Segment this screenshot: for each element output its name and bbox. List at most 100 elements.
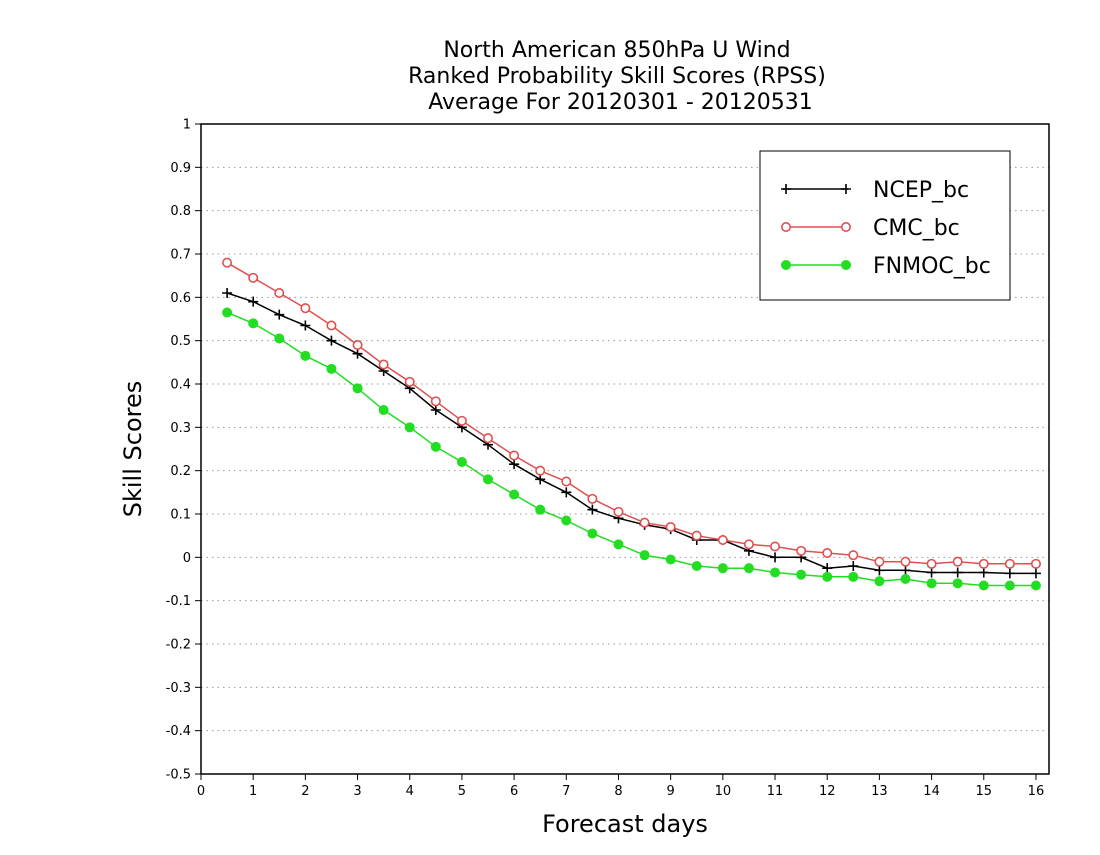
x-tick-label: 14: [923, 784, 940, 799]
x-tick-label: 7: [562, 784, 570, 799]
x-tick-label: 5: [458, 784, 466, 799]
data-point-cmc-bc: [326, 320, 337, 331]
y-tick-label: -0.1: [166, 594, 191, 609]
data-point-ncep-bc: [1030, 568, 1041, 579]
data-point-cmc-bc: [613, 506, 624, 517]
data-point-fnmoc-bc: [639, 550, 650, 561]
data-point-ncep-bc: [535, 474, 546, 485]
data-point-fnmoc-bc: [509, 489, 520, 500]
legend-marker: [780, 222, 791, 233]
data-point-fnmoc-bc: [222, 307, 233, 318]
chart-title-line-1: North American 850hPa U Wind: [443, 38, 790, 63]
data-point-fnmoc-bc: [874, 576, 885, 587]
y-tick-label: -0.3: [166, 681, 191, 696]
data-point-cmc-bc: [274, 287, 285, 298]
x-tick-label: 9: [667, 784, 675, 799]
data-point-cmc-bc: [717, 534, 728, 545]
y-tick-label: 0.1: [170, 508, 191, 523]
x-tick-label: 3: [353, 784, 361, 799]
data-point-cmc-bc: [743, 539, 754, 550]
data-point-fnmoc-bc: [952, 578, 963, 589]
series-fnmoc-bc: [222, 307, 1041, 591]
data-point-fnmoc-bc: [483, 474, 494, 485]
legend-label-fnmoc-bc: FNMOC_bc: [873, 254, 991, 279]
legend-box: [759, 150, 1011, 301]
x-axis-title: Forecast days: [542, 810, 708, 838]
data-point-ncep-bc: [1004, 568, 1015, 579]
data-point-ncep-bc: [430, 405, 441, 415]
y-tick-label: 0.8: [170, 204, 191, 219]
data-point-fnmoc-bc: [848, 571, 859, 582]
data-point-fnmoc-bc: [717, 563, 728, 574]
data-point-cmc-bc: [848, 550, 859, 561]
series-line-ncep-bc: [226, 292, 1036, 575]
legend-marker: [781, 260, 791, 270]
data-point-fnmoc-bc: [822, 571, 833, 582]
data-point-cmc-bc: [1030, 558, 1041, 569]
y-tick-label: -0.5: [166, 768, 191, 783]
data-point-fnmoc-bc: [352, 383, 363, 394]
chart-title: North American 850hPa U Wind Ranked Prob…: [408, 38, 826, 115]
data-point-ncep-bc: [248, 296, 259, 307]
data-point-fnmoc-bc: [430, 441, 441, 452]
data-point-cmc-bc: [352, 339, 363, 350]
series-cmc-bc: [222, 257, 1041, 569]
data-point-cmc-bc: [874, 556, 885, 567]
data-point-fnmoc-bc: [796, 569, 807, 580]
data-point-ncep-bc: [978, 567, 989, 578]
x-axis-ticks: 0 1 2 3 4 5 6 7 8 9 10 11 12 13 14 15 16: [197, 774, 1044, 799]
data-point-cmc-bc: [978, 558, 989, 569]
data-point-cmc-bc: [900, 556, 911, 567]
y-axis-ticks: -0.5 -0.4 -0.3 -0.2 -0.1 0 0.1 0.2 0.3 0.4 0.5 0.6 0…: [166, 118, 201, 783]
data-point-fnmoc-bc: [248, 318, 259, 329]
data-point-ncep-bc: [952, 567, 963, 578]
chart-title-line-2: Ranked Probability Skill Scores (RPSS): [408, 64, 826, 89]
data-point-ncep-bc: [587, 504, 598, 515]
data-point-fnmoc-bc: [613, 539, 624, 550]
x-tick-label: 6: [510, 784, 518, 799]
y-tick-label: 0.9: [170, 161, 191, 176]
legend-marker: [841, 184, 851, 194]
legend: NCEP_bc CMC_bc FNMOC_bc: [759, 150, 1011, 301]
x-tick-label: 0: [197, 784, 205, 799]
data-point-fnmoc-bc: [378, 405, 389, 415]
data-point-fnmoc-bc: [587, 528, 598, 539]
data-point-cmc-bc: [665, 521, 676, 532]
data-point-cmc-bc: [509, 450, 520, 461]
data-point-fnmoc-bc: [404, 422, 415, 433]
y-tick-label: 0.2: [170, 464, 191, 479]
legend-label-cmc-bc: CMC_bc: [873, 216, 960, 241]
data-point-ncep-bc: [848, 561, 859, 571]
y-tick-label: 1: [183, 118, 191, 133]
x-tick-label: 2: [301, 784, 309, 799]
legend-item-ncep-bc: NCEP_bc: [781, 178, 969, 203]
data-point-cmc-bc: [587, 493, 598, 504]
data-point-fnmoc-bc: [978, 580, 989, 591]
data-point-cmc-bc: [378, 359, 389, 370]
legend-item-cmc-bc: CMC_bc: [780, 216, 960, 241]
data-point-cmc-bc: [535, 465, 546, 476]
y-tick-label: 0.6: [170, 291, 191, 306]
data-point-cmc-bc: [248, 272, 259, 283]
data-point-fnmoc-bc: [535, 504, 546, 515]
data-point-cmc-bc: [822, 547, 833, 558]
data-point-fnmoc-bc: [456, 457, 467, 467]
data-point-ncep-bc: [274, 309, 285, 320]
y-axis-title: Skill Scores: [119, 381, 147, 518]
legend-item-fnmoc-bc: FNMOC_bc: [781, 254, 991, 279]
x-tick-label: 10: [715, 784, 732, 799]
data-point-cmc-bc: [456, 415, 467, 426]
data-point-fnmoc-bc: [770, 567, 781, 578]
data-point-cmc-bc: [639, 517, 650, 528]
y-tick-label: 0.5: [170, 334, 191, 349]
data-point-cmc-bc: [300, 303, 311, 314]
data-point-cmc-bc: [483, 433, 494, 444]
data-point-fnmoc-bc: [300, 350, 311, 361]
data-point-cmc-bc: [926, 558, 937, 569]
data-point-ncep-bc: [822, 563, 833, 574]
legend-marker: [781, 184, 791, 194]
data-point-cmc-bc: [770, 541, 781, 552]
data-point-cmc-bc: [561, 476, 572, 487]
